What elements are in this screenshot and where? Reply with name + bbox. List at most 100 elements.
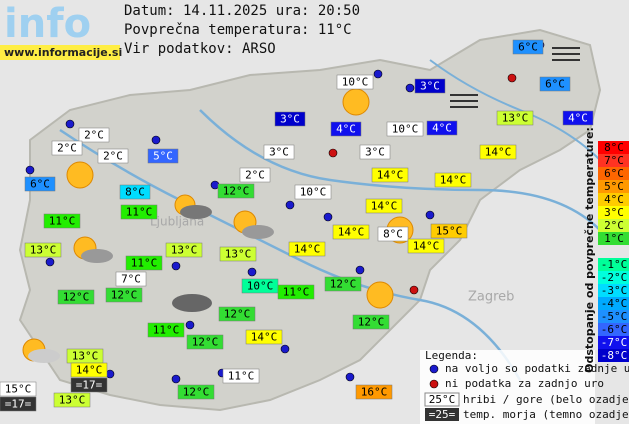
legend-dot — [429, 364, 439, 374]
scale-label: -5°C — [601, 310, 628, 323]
legend-dot — [429, 379, 439, 389]
station-temp: 12°C — [358, 316, 385, 329]
station-box — [217, 183, 255, 199]
station-temp: 3°C — [280, 113, 300, 126]
scale-swatch — [598, 141, 629, 154]
station-box — [407, 238, 445, 254]
scale-label: 6°C — [604, 167, 624, 180]
site-bar — [0, 45, 120, 60]
station-temp: 11°C — [49, 215, 76, 228]
river — [199, 109, 601, 231]
station-dot — [425, 210, 435, 220]
station-temp: 8°C — [125, 186, 145, 199]
station-temp: 14°C — [413, 240, 440, 253]
station-temp: 14°C — [251, 331, 278, 344]
cloud-icon — [172, 294, 212, 312]
station-temp: 11°C — [283, 286, 310, 299]
station-dot — [345, 372, 355, 382]
station-temp: =17= — [5, 398, 32, 411]
sun-icon — [66, 161, 94, 189]
scale-label: -4°C — [601, 297, 628, 310]
scale-swatch — [598, 297, 629, 310]
station-dot — [45, 257, 55, 267]
scale-swatch — [598, 323, 629, 336]
avg-temp: Povprečna temperatura: 11°C — [124, 22, 352, 38]
legend-sample: =25= — [429, 408, 456, 421]
site-url[interactable]: www.informacije.si — [4, 46, 122, 59]
station-temp: 13°C — [72, 350, 99, 363]
scale-label: -1°C — [601, 258, 628, 271]
station-box — [219, 246, 257, 262]
station-temp: 3°C — [269, 146, 289, 159]
station-temp: 12°C — [183, 386, 210, 399]
station-temp: 12°C — [224, 308, 251, 321]
sun-icon — [342, 88, 370, 116]
scale-swatch — [598, 258, 629, 271]
station-box — [222, 368, 260, 384]
station-temp: 10°C — [247, 280, 274, 293]
station-box — [119, 184, 151, 200]
station-temp: 11°C — [228, 370, 255, 383]
station-temp: 3°C — [420, 80, 440, 93]
station-box — [70, 377, 108, 393]
station-temp: 5°C — [153, 150, 173, 163]
scale-label: 8°C — [604, 141, 624, 154]
station-dot — [373, 69, 383, 79]
city-label: Zagreb — [468, 290, 514, 305]
station-temp: 13°C — [171, 244, 198, 257]
station-temp: 16°C — [361, 386, 388, 399]
station-temp: 15°C — [436, 225, 463, 238]
station-dot — [355, 265, 365, 275]
station-box — [165, 242, 203, 258]
scale-swatch — [598, 154, 629, 167]
station-box — [434, 172, 472, 188]
scale-label: -7°C — [601, 336, 628, 349]
station-dot — [25, 165, 35, 175]
weather-icons — [22, 47, 580, 363]
station-box — [359, 144, 391, 160]
station-box — [294, 184, 332, 200]
station-box — [355, 384, 393, 400]
station-box — [562, 110, 594, 126]
station-temp: 10°C — [300, 186, 327, 199]
station-temp: 10°C — [342, 76, 369, 89]
station-box — [245, 329, 283, 345]
station-temp: =17= — [76, 379, 103, 392]
station-dot — [65, 119, 75, 129]
source: Vir podatkov: ARSO — [124, 41, 276, 57]
legend-sample: 25°C — [429, 393, 456, 406]
station-temp: 14°C — [294, 243, 321, 256]
station-temp: 8°C — [383, 228, 403, 241]
scale-swatch — [598, 219, 629, 232]
station-box — [365, 198, 403, 214]
station-temp: 14°C — [371, 200, 398, 213]
station-temp: 2°C — [57, 142, 77, 155]
station-dot — [405, 83, 415, 93]
cloud-icon — [81, 249, 113, 263]
legend-swatch — [425, 408, 459, 421]
station-temp: 14°C — [338, 226, 365, 239]
cloud-icon — [242, 225, 274, 239]
station-dot — [409, 285, 419, 295]
station-box — [147, 148, 179, 164]
scale-swatch — [598, 271, 629, 284]
scale-label: 2°C — [604, 219, 624, 232]
scale-swatch — [598, 232, 629, 245]
station-temp: 14°C — [440, 174, 467, 187]
station-temp: 11°C — [153, 324, 180, 337]
cloud-icon — [180, 205, 212, 219]
station-temp: 6°C — [518, 41, 538, 54]
station-box — [78, 127, 110, 143]
station-box — [24, 176, 56, 192]
legend-title: Legenda: — [425, 349, 478, 362]
station-box — [377, 226, 409, 242]
scale-swatch — [598, 284, 629, 297]
station-temp: 4°C — [432, 122, 452, 135]
sun-icon — [366, 281, 394, 309]
scale-swatch — [598, 349, 629, 362]
station-temp: 4°C — [568, 112, 588, 125]
station-dot — [507, 73, 517, 83]
station-box — [186, 334, 224, 350]
